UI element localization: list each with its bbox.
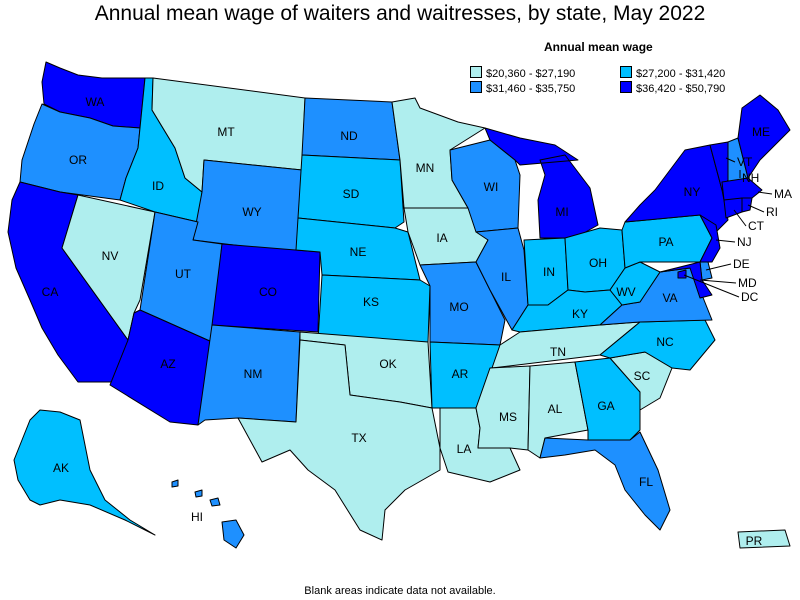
label-ky: KY (572, 307, 588, 321)
label-nm: NM (244, 367, 263, 381)
state-pr[interactable] (737, 529, 791, 549)
state-tx[interactable] (237, 339, 441, 541)
label-or: OR (69, 153, 87, 167)
label-tn: TN (550, 345, 566, 359)
label-nc: NC (656, 335, 674, 349)
label-az: AZ (160, 357, 175, 371)
label-ri: RI (766, 205, 778, 219)
label-nj: NJ (737, 235, 752, 249)
label-ar: AR (452, 367, 469, 381)
state-me[interactable] (737, 94, 791, 179)
label-ak: AK (53, 461, 69, 475)
label-id: ID (152, 179, 164, 193)
state-ct[interactable] (723, 197, 743, 219)
leader-line-ma (757, 191, 773, 195)
label-ca: CA (42, 285, 59, 299)
legend-item-bin-4: $36,420 - $50,790 (620, 81, 725, 95)
leader-line-dc (683, 274, 740, 298)
leader-lines (683, 157, 773, 298)
label-mt: MT (217, 125, 235, 139)
label-wy: WY (242, 205, 261, 219)
legend-item-bin-2: $27,200 - $31,420 (620, 66, 725, 80)
label-tx: TX (351, 431, 366, 445)
state-ak[interactable] (13, 409, 156, 536)
leader-line-vt (725, 157, 736, 163)
legend-swatch-bin-1 (470, 66, 482, 78)
state-md[interactable] (659, 261, 713, 299)
label-ma: MA (774, 187, 792, 201)
label-ms: MS (499, 410, 517, 424)
label-ia: IA (436, 231, 447, 245)
leader-line-de (705, 263, 732, 271)
state-fl[interactable] (539, 431, 671, 531)
legend-label-bin-3: $31,460 - $35,750 (486, 83, 576, 95)
legend-label-bin-2: $27,200 - $31,420 (636, 68, 726, 80)
state-nj[interactable] (699, 214, 721, 263)
label-nv: NV (102, 249, 119, 263)
label-wv: WV (616, 285, 635, 299)
label-ne: NE (350, 245, 367, 259)
label-pa: PA (658, 235, 673, 249)
label-sd: SD (343, 187, 360, 201)
legend-swatch-bin-3 (470, 81, 482, 93)
label-la: LA (457, 442, 472, 456)
leader-line-nj (715, 239, 736, 243)
label-nd: ND (340, 129, 358, 143)
label-sc: SC (634, 369, 651, 383)
state-ks[interactable] (317, 274, 431, 343)
label-md: MD (738, 276, 757, 290)
leader-line-ri (747, 204, 765, 213)
legend-label-bin-1: $20,360 - $27,190 (486, 68, 576, 80)
label-me: ME (752, 125, 770, 139)
label-il: IL (501, 270, 511, 284)
label-ok: OK (379, 357, 396, 371)
legend-label-bin-4: $36,420 - $50,790 (636, 83, 726, 95)
label-mi: MI (555, 205, 568, 219)
leader-line-md (699, 279, 737, 284)
label-de: DE (733, 257, 750, 271)
label-pr: PR (746, 534, 763, 548)
label-wi: WI (484, 180, 499, 194)
legend-swatch-bin-2 (620, 66, 632, 78)
label-wa: WA (86, 95, 105, 109)
label-mo: MO (449, 300, 468, 314)
state-hi[interactable] (171, 479, 245, 549)
state-ri[interactable] (741, 197, 753, 213)
state-ma[interactable] (721, 177, 763, 201)
label-ut: UT (175, 267, 192, 281)
legend-item-bin-3: $31,460 - $35,750 (470, 81, 575, 95)
label-oh: OH (589, 256, 607, 270)
label-ny: NY (684, 185, 701, 199)
label-co: CO (259, 285, 277, 299)
label-nh: NH (742, 171, 759, 185)
label-dc: DC (741, 290, 759, 304)
leader-line-ct (733, 209, 747, 227)
label-hi: HI (191, 510, 203, 524)
label-va: VA (662, 291, 677, 305)
state-dc[interactable] (677, 269, 687, 279)
legend-swatch-bin-4 (620, 81, 632, 93)
footnote: Blank areas indicate data not available. (304, 585, 496, 597)
label-al: AL (548, 402, 563, 416)
label-ga: GA (597, 399, 614, 413)
label-fl: FL (639, 475, 653, 489)
label-mn: MN (416, 161, 435, 175)
state-sd[interactable] (297, 154, 405, 229)
map-title: Annual mean wage of waiters and waitress… (94, 2, 706, 25)
label-vt: VT (737, 155, 753, 169)
label-ct: CT (748, 219, 765, 233)
legend-title: Annual mean wage (544, 40, 653, 54)
legend-item-bin-1: $20,360 - $27,190 (470, 66, 575, 80)
label-in: IN (543, 265, 555, 279)
label-ks: KS (363, 295, 379, 309)
